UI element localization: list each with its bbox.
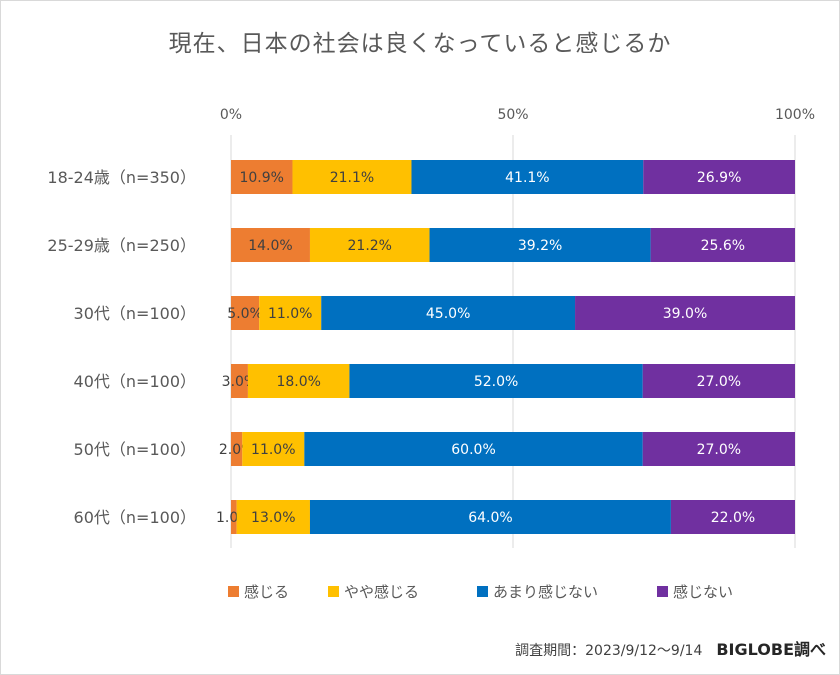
bar-segment: [231, 228, 310, 262]
bar-segment: [259, 296, 322, 330]
bar-segment: [575, 296, 795, 330]
x-tick-label: 50%: [497, 107, 528, 123]
data-label: 10.9%: [239, 170, 283, 186]
legend-swatch: [228, 586, 239, 597]
bar-segment: [231, 500, 237, 534]
data-label: 26.9%: [697, 170, 741, 186]
bar-segment: [321, 296, 576, 330]
x-tick-label: 100%: [775, 107, 815, 123]
data-label: 60.0%: [451, 442, 495, 458]
legend-swatch: [477, 586, 488, 597]
legend-swatch: [657, 586, 668, 597]
data-label: 41.1%: [505, 170, 549, 186]
data-label: 18.0%: [276, 374, 320, 390]
bar-segment: [349, 364, 643, 398]
data-label: 14.0%: [248, 238, 292, 254]
legend-swatch: [328, 586, 339, 597]
data-label: 5.0%: [227, 306, 263, 322]
legend-label: 感じない: [673, 583, 733, 601]
data-label: 27.0%: [697, 374, 741, 390]
source-brand: BIGLOBE調べ: [716, 640, 826, 659]
category-label: 50代（n=100）: [74, 440, 196, 459]
data-label: 22.0%: [711, 510, 755, 526]
data-label: 39.0%: [663, 306, 707, 322]
data-label: 11.0%: [268, 306, 312, 322]
data-label: 64.0%: [468, 510, 512, 526]
bar-segment: [231, 364, 248, 398]
bar-segment: [242, 432, 305, 466]
legend-label: あまり感じない: [493, 583, 598, 601]
bar-segment: [411, 160, 644, 194]
bar-segment: [292, 160, 412, 194]
category-label: 30代（n=100）: [74, 304, 196, 323]
bar-segment: [670, 500, 795, 534]
bar-segment: [309, 228, 430, 262]
bar-segment: [429, 228, 651, 262]
category-label: 60代（n=100）: [74, 508, 196, 527]
legend-label: 感じる: [244, 583, 289, 601]
x-tick-label: 0%: [220, 107, 242, 123]
data-label: 21.2%: [348, 238, 392, 254]
bar-segment: [304, 432, 643, 466]
survey-period: 調査期間：2023/9/12～9/14: [515, 643, 703, 659]
bar-segment: [231, 296, 260, 330]
data-label: 25.6%: [701, 238, 745, 254]
data-label: 13.0%: [251, 510, 295, 526]
bar-segment: [643, 160, 795, 194]
bar-segment: [642, 364, 795, 398]
bar-segment: [231, 160, 293, 194]
bar-segment: [236, 500, 310, 534]
data-label: 21.1%: [330, 170, 374, 186]
data-label: 39.2%: [518, 238, 562, 254]
data-label: 11.0%: [251, 442, 295, 458]
data-label: 52.0%: [474, 374, 518, 390]
category-label: 25-29歳（n=250）: [47, 236, 196, 255]
bar-segment: [231, 432, 243, 466]
bar-segment: [642, 432, 795, 466]
bar-segment: [650, 228, 795, 262]
legend-label: やや感じる: [344, 583, 419, 601]
category-label: 18-24歳（n=350）: [47, 168, 196, 187]
data-label: 45.0%: [426, 306, 470, 322]
footer-note: 調査期間：2023/9/12～9/14 BIGLOBE調べ: [515, 636, 826, 660]
bar-segment: [247, 364, 350, 398]
data-label: 27.0%: [697, 442, 741, 458]
category-label: 40代（n=100）: [74, 372, 196, 391]
chart-title: 現在、日本の社会は良くなっていると感じるか: [168, 31, 672, 57]
bar-segment: [309, 500, 671, 534]
